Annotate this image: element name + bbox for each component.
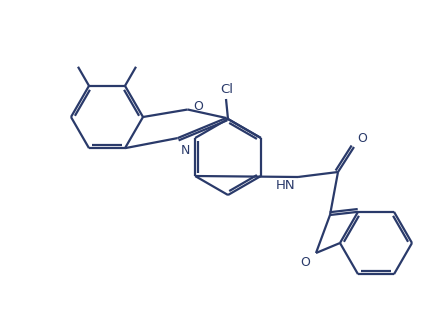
Text: HN: HN [275,179,295,192]
Text: O: O [357,132,367,145]
Text: N: N [181,144,190,157]
Text: O: O [193,100,203,113]
Text: Cl: Cl [221,83,233,96]
Text: O: O [300,256,310,269]
